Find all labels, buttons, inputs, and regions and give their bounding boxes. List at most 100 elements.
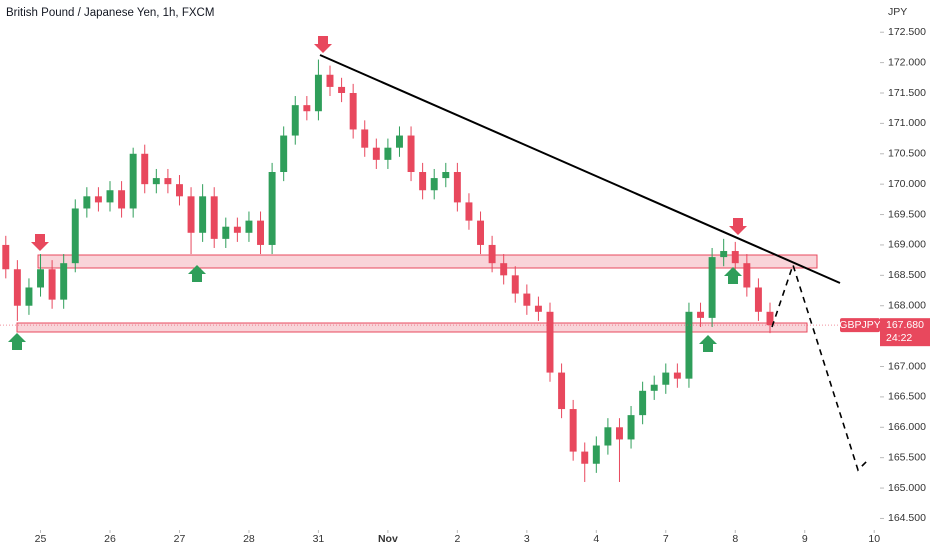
y-tick-label: 168.000 [888, 300, 926, 312]
candle-body [129, 153, 137, 209]
candle-body [13, 269, 21, 306]
candle-body [268, 172, 276, 245]
y-tick-label: 171.500 [888, 87, 926, 99]
candle-body [384, 147, 392, 160]
candle-body [326, 74, 334, 87]
candle-body [743, 263, 751, 288]
candle-body [210, 196, 218, 239]
x-tick-label: 7 [663, 533, 669, 545]
y-tick-label: 172.000 [888, 56, 926, 68]
y-tick-label: 167.000 [888, 360, 926, 372]
candle-body [500, 263, 508, 276]
projection-line [771, 262, 869, 472]
candle-body [396, 135, 403, 148]
resistance-zone [37, 254, 818, 269]
candle-body [511, 275, 519, 294]
y-tick-label: 172.500 [888, 26, 926, 38]
annotations [8, 36, 869, 472]
x-tick-label: Nov [378, 533, 398, 545]
candle-body [685, 311, 693, 379]
candle-body [673, 372, 681, 379]
candle-body [430, 178, 438, 191]
support-zone [16, 322, 808, 333]
candle-body [106, 190, 114, 203]
candle-body [94, 196, 102, 203]
symbol-label: GBPJPY [839, 319, 880, 331]
y-tick-label: 170.000 [888, 178, 926, 190]
candle-body [488, 244, 496, 264]
candle-body [303, 105, 311, 112]
candle-body [616, 427, 623, 440]
candle-body [419, 172, 427, 191]
trend-line [319, 54, 841, 284]
y-tick-label: 165.500 [888, 451, 926, 463]
y-tick-label: 166.500 [888, 391, 926, 403]
up-arrow [188, 265, 206, 282]
candle-body [48, 269, 56, 300]
y-tick-label: 164.500 [888, 512, 926, 524]
last-price-tag [880, 318, 930, 347]
candle-body [291, 105, 299, 136]
candle-body [199, 196, 207, 233]
x-tick-label: 9 [802, 533, 808, 545]
y-tick-label: 169.000 [888, 239, 926, 251]
x-tick-label: 10 [868, 533, 880, 545]
candle-body [118, 190, 126, 209]
candle-body [152, 178, 160, 185]
candle-body [569, 409, 577, 452]
candle-body [581, 451, 589, 464]
candle-body [164, 178, 172, 185]
down-arrow [314, 36, 332, 53]
candle-body [71, 208, 79, 264]
last-price-label: 167.680 [886, 319, 924, 331]
candle-body [766, 311, 774, 326]
candle-body [2, 244, 10, 270]
candle-body [523, 293, 531, 306]
y-tick-label: 165.000 [888, 482, 926, 494]
candle-body [477, 220, 484, 245]
x-tick-label: 25 [35, 533, 47, 545]
candle-body [280, 135, 288, 173]
candle-body [465, 202, 473, 221]
countdown: 24:22 [886, 332, 912, 344]
candle-body [141, 153, 149, 185]
y-tick-label: 171.000 [888, 117, 926, 129]
chart-title: British Pound / Japanese Yen, 1h, FXCM [6, 7, 214, 19]
candle-body [442, 172, 450, 179]
candle-body [453, 172, 461, 203]
y-axis-label: JPY [888, 6, 907, 18]
candle-body [407, 135, 415, 173]
candle-body [754, 287, 762, 312]
candle-body [25, 287, 33, 306]
candle-body [604, 427, 612, 446]
x-tick-label: 8 [732, 533, 738, 545]
x-tick-label: 31 [313, 533, 325, 545]
down-arrow [729, 218, 747, 235]
candle-body [720, 251, 728, 258]
candle-body [546, 311, 554, 373]
candle-body [83, 196, 91, 209]
candle-body [314, 74, 322, 112]
candle-body [650, 384, 658, 391]
candles [2, 59, 774, 482]
candle-body [558, 372, 566, 410]
y-tick-label: 166.000 [888, 421, 926, 433]
candle-body [592, 445, 600, 464]
candle-body [187, 196, 195, 233]
candle-body [708, 257, 716, 318]
x-tick-label: 2 [454, 533, 460, 545]
down-arrow [31, 234, 49, 251]
candle-body [534, 305, 542, 312]
candle-body [639, 390, 647, 416]
candle-body [338, 86, 346, 93]
candle-body [361, 129, 369, 148]
candle-body [372, 147, 380, 160]
candle-body [233, 226, 241, 233]
up-arrow [699, 335, 717, 352]
x-tick-label: 27 [174, 533, 186, 545]
drawings [16, 254, 818, 333]
candle-body [176, 184, 183, 197]
candle-body [60, 263, 68, 300]
candle-body [731, 251, 739, 264]
